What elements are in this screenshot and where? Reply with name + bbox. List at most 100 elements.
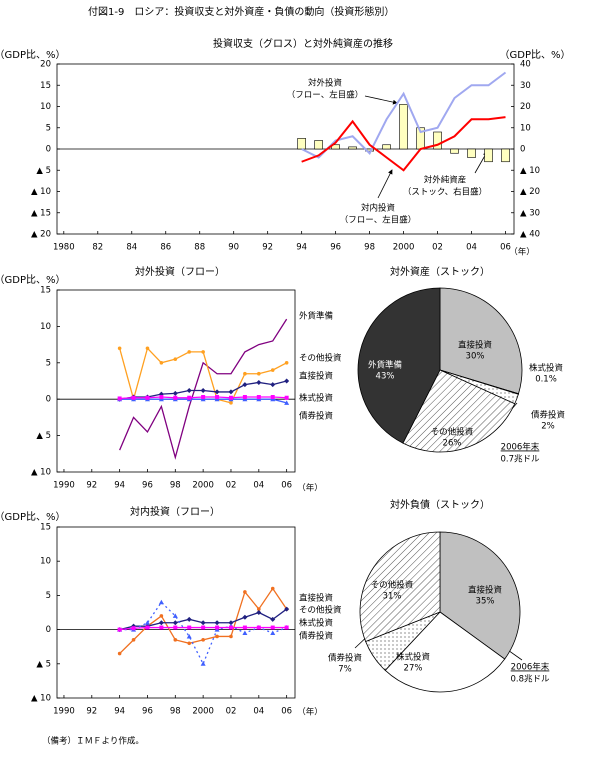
- marker: [284, 395, 289, 400]
- pie-note: 2006年末: [501, 442, 540, 453]
- y-tick-label: 0: [46, 625, 51, 635]
- pie-note: 2006年末: [511, 662, 550, 673]
- legend-label: 直接投資: [299, 593, 333, 604]
- chart-title: 対外負債（ストック）: [390, 498, 490, 511]
- marker: [215, 395, 220, 400]
- marker: [145, 625, 150, 630]
- x-tick-label: 02: [226, 481, 237, 491]
- x-tick-label: 98: [364, 243, 375, 253]
- marker: [228, 625, 233, 630]
- marker: [270, 382, 276, 388]
- label-bg: [524, 361, 568, 385]
- marker: [200, 661, 206, 666]
- marker: [172, 390, 178, 396]
- y-tick-label: 10: [40, 557, 51, 567]
- marker: [242, 625, 247, 630]
- bar: [501, 148, 510, 163]
- slice-label: その他投資: [371, 580, 414, 591]
- y-tick-label: ▲ 10: [31, 694, 51, 704]
- slice-value: 7%: [338, 665, 352, 675]
- x-tick-label: 06: [281, 481, 292, 491]
- slice-label: 株式投資: [396, 652, 430, 663]
- pie-slice: [384, 611, 506, 693]
- chart-title: 投資収支（グロス）と対外純資産の推移: [213, 37, 393, 50]
- figure-title: 付図1-9 ロシア：投資収支と対外資産・負債の動向（投資形態別）: [88, 5, 394, 18]
- y-tick-label: ▲ 5: [36, 166, 51, 176]
- y2-tick-label: ▲ 20: [520, 187, 540, 197]
- marker: [243, 371, 247, 376]
- x-tick-label: 1990: [53, 481, 75, 491]
- slice-value: 30%: [466, 352, 485, 362]
- marker: [270, 625, 275, 630]
- marker: [284, 400, 290, 405]
- series-line: [119, 346, 287, 404]
- marker: [284, 606, 290, 612]
- marker: [187, 625, 192, 630]
- bar: [348, 146, 357, 150]
- legend-label: その他投資: [299, 353, 342, 364]
- annotation: 対外投資: [308, 78, 342, 89]
- slice-label: 直接投資: [468, 585, 502, 596]
- marker: [228, 389, 234, 395]
- marker: [242, 630, 248, 636]
- series-line: [119, 601, 287, 666]
- marker: [131, 395, 136, 400]
- marker: [159, 361, 164, 365]
- annotation: 対外純資産: [424, 175, 467, 186]
- marker: [173, 638, 178, 642]
- bar: [467, 148, 476, 158]
- y2-tick-label: 20: [520, 102, 531, 112]
- marker: [187, 641, 192, 646]
- marker: [158, 620, 164, 626]
- marker: [270, 368, 275, 372]
- x-tick-label: 90: [228, 243, 239, 253]
- marker: [214, 389, 220, 395]
- marker: [117, 346, 122, 351]
- x-tick-label: 98: [170, 707, 181, 717]
- x-tick-label: 02: [432, 243, 443, 253]
- pie-slice: [359, 531, 441, 642]
- slice-value: 26%: [443, 439, 462, 449]
- marker: [200, 620, 206, 626]
- y-tick-label: 15: [40, 286, 51, 296]
- x-tick-label: 94: [114, 481, 125, 491]
- slice-value: 31%: [383, 592, 402, 602]
- series-line: [301, 71, 507, 159]
- marker: [256, 610, 262, 615]
- label-bg: [526, 408, 570, 432]
- marker: [242, 614, 248, 620]
- y-tick-label: 5: [46, 123, 51, 133]
- marker: [215, 634, 219, 639]
- marker: [131, 638, 136, 642]
- slice-label: その他投資: [431, 427, 474, 438]
- marker: [173, 395, 178, 400]
- marker: [186, 616, 192, 622]
- marker: [215, 625, 220, 630]
- marker: [172, 613, 178, 618]
- x-tick-label: 06: [281, 707, 292, 717]
- y-tick-label: 10: [40, 322, 51, 332]
- marker: [284, 361, 289, 365]
- bar: [314, 140, 323, 150]
- x-tick-label: 94: [296, 243, 307, 253]
- x-tick-label: 1980: [53, 243, 75, 253]
- marker: [242, 395, 247, 400]
- bar: [450, 148, 459, 154]
- x-tick-label: 98: [170, 481, 181, 491]
- marker: [187, 395, 192, 400]
- y-tick-label: 5: [46, 358, 51, 368]
- bar: [433, 131, 442, 150]
- x-tick-label: 2000: [393, 243, 415, 253]
- y2-tick-label: 10: [520, 123, 531, 133]
- marker: [187, 350, 192, 354]
- marker: [201, 638, 205, 642]
- marker: [242, 382, 248, 388]
- y-tick-label: ▲ 20: [31, 230, 51, 240]
- pie-slice: [357, 287, 441, 444]
- slice-label: 債券投資: [328, 653, 362, 664]
- y2-tick-label: ▲ 30: [520, 208, 540, 218]
- x-tick-label: 84: [126, 243, 137, 253]
- slice-value: 0.1%: [535, 375, 557, 385]
- y-tick-label: ▲ 5: [36, 431, 51, 441]
